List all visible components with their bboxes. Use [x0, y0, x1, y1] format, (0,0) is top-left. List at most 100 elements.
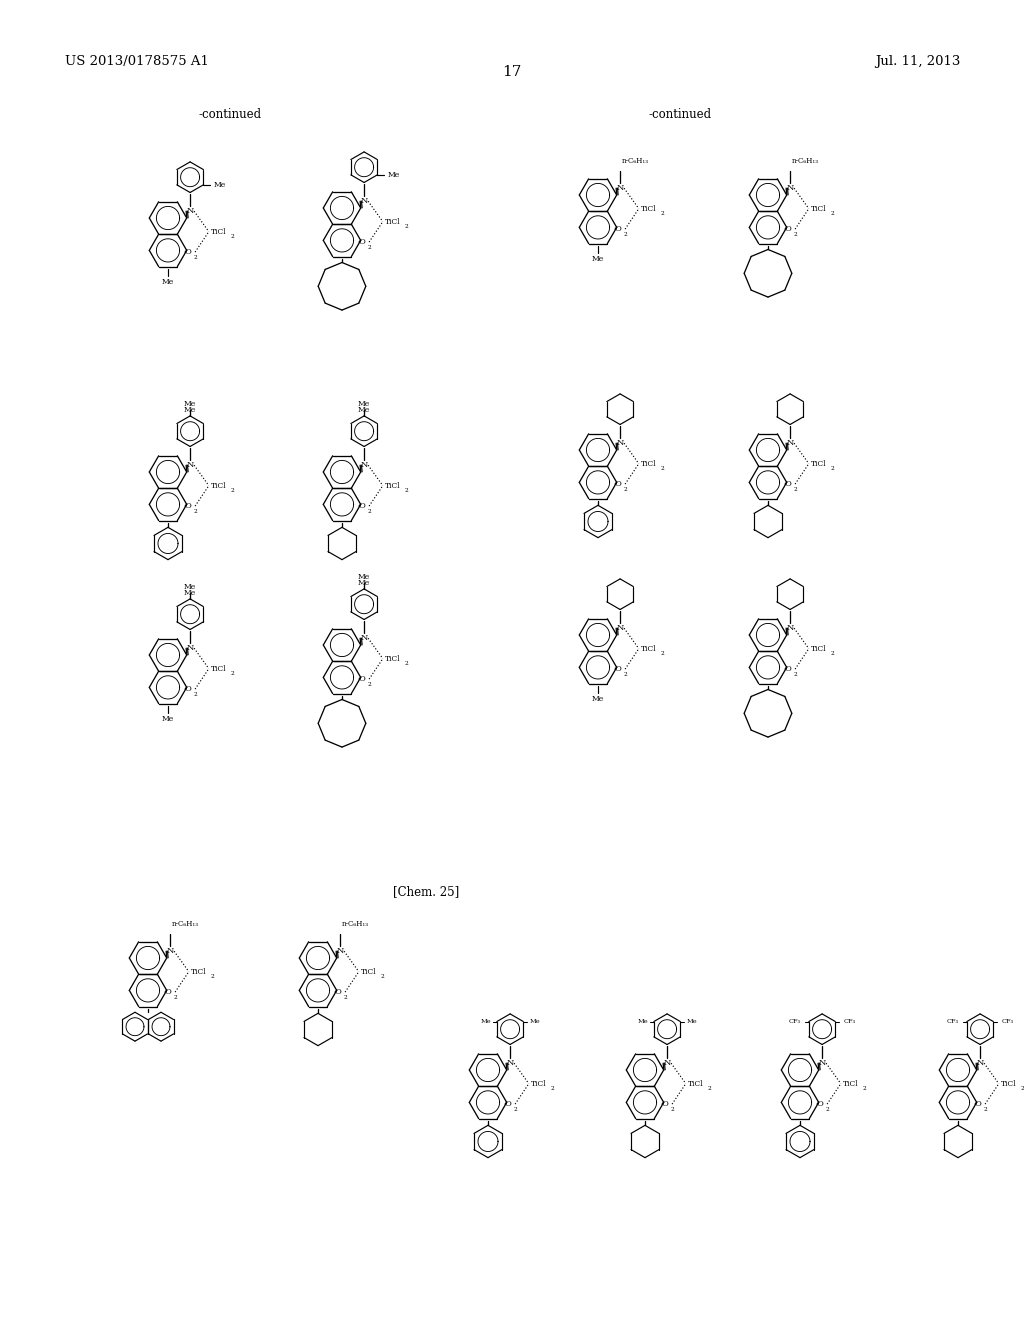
Text: Me: Me [184, 407, 197, 414]
Text: 2: 2 [830, 651, 835, 656]
Text: Me: Me [184, 583, 197, 591]
Text: Me: Me [213, 181, 225, 189]
Text: TiCl: TiCl [211, 227, 226, 236]
Text: O: O [358, 502, 366, 510]
Text: 2: 2 [624, 231, 627, 236]
Text: O: O [184, 685, 191, 693]
Text: Me: Me [358, 407, 371, 414]
Text: N: N [616, 185, 624, 193]
Text: -continued: -continued [199, 108, 261, 121]
Text: TiCl: TiCl [811, 644, 826, 652]
Text: -continued: -continued [648, 108, 712, 121]
Text: N: N [360, 461, 368, 469]
Text: 2: 2 [660, 466, 665, 471]
Text: 2: 2 [211, 974, 215, 979]
Text: N: N [507, 1059, 514, 1067]
Text: 2: 2 [381, 974, 385, 979]
Text: TiCl: TiCl [360, 968, 377, 975]
Text: Jul. 11, 2013: Jul. 11, 2013 [874, 55, 961, 69]
Text: Me: Me [162, 715, 174, 723]
Text: 2: 2 [794, 672, 797, 677]
Text: O: O [975, 1100, 982, 1107]
Text: O: O [505, 1100, 512, 1107]
Text: Me: Me [358, 400, 371, 408]
Text: n-C₆H₁₃: n-C₆H₁₃ [342, 920, 370, 928]
Text: 2: 2 [513, 1106, 517, 1111]
Text: N: N [786, 185, 794, 193]
Text: 2: 2 [660, 211, 665, 216]
Text: 2: 2 [825, 1106, 829, 1111]
Text: Me: Me [358, 579, 371, 587]
Text: TiCl: TiCl [1000, 1080, 1017, 1088]
Text: O: O [817, 1100, 823, 1107]
Text: O: O [784, 226, 792, 234]
Text: Me: Me [480, 1019, 490, 1024]
Text: 2: 2 [404, 661, 409, 667]
Text: TiCl: TiCl [641, 205, 656, 213]
Text: O: O [784, 480, 792, 488]
Text: TiCl: TiCl [688, 1080, 703, 1088]
Text: O: O [184, 502, 191, 510]
Text: 2: 2 [404, 224, 409, 230]
Text: 2: 2 [368, 244, 371, 249]
Text: 2: 2 [794, 487, 797, 491]
Text: N: N [664, 1059, 671, 1067]
Text: Me: Me [686, 1019, 697, 1024]
Text: TiCl: TiCl [211, 482, 226, 490]
Text: 2: 2 [173, 994, 177, 999]
Text: 2: 2 [660, 651, 665, 656]
Text: TiCl: TiCl [811, 205, 826, 213]
Text: N: N [167, 948, 174, 956]
Text: n-C₆H₁₃: n-C₆H₁₃ [172, 920, 200, 928]
Text: N: N [360, 197, 368, 205]
Text: TiCl: TiCl [190, 968, 207, 975]
Text: 2: 2 [194, 508, 197, 513]
Text: 2: 2 [671, 1106, 674, 1111]
Text: N: N [186, 207, 194, 215]
Text: O: O [335, 989, 342, 997]
Text: O: O [358, 675, 366, 682]
Text: 2: 2 [230, 234, 234, 239]
Text: TiCl: TiCl [530, 1080, 547, 1088]
Text: TiCl: TiCl [641, 644, 656, 652]
Text: 2: 2 [708, 1086, 712, 1092]
Text: Me: Me [358, 573, 371, 581]
Text: 2: 2 [624, 672, 627, 677]
Text: TiCl: TiCl [385, 218, 400, 226]
Text: n-C₆H₁₃: n-C₆H₁₃ [623, 157, 649, 165]
Text: N: N [818, 1059, 825, 1067]
Text: N: N [786, 440, 794, 447]
Text: Me: Me [184, 589, 197, 597]
Text: 2: 2 [194, 692, 197, 697]
Text: 2: 2 [368, 508, 371, 513]
Text: 2: 2 [624, 487, 627, 491]
Text: 2: 2 [794, 231, 797, 236]
Text: 2: 2 [830, 211, 835, 216]
Text: O: O [614, 480, 622, 488]
Text: O: O [784, 665, 792, 673]
Text: TiCl: TiCl [385, 655, 400, 663]
Text: TiCl: TiCl [641, 459, 656, 467]
Text: US 2013/0178575 A1: US 2013/0178575 A1 [65, 55, 209, 69]
Text: Me: Me [387, 170, 399, 178]
Text: 2: 2 [830, 466, 835, 471]
Text: TiCl: TiCl [843, 1080, 858, 1088]
Text: 2: 2 [194, 255, 197, 260]
Text: N: N [616, 624, 624, 632]
Text: Me: Me [637, 1019, 648, 1024]
Text: N: N [360, 634, 368, 643]
Text: TiCl: TiCl [211, 665, 226, 673]
Text: 17: 17 [503, 65, 521, 79]
Text: 2: 2 [343, 994, 347, 999]
Text: O: O [662, 1100, 669, 1107]
Text: CF₃: CF₃ [788, 1019, 801, 1024]
Text: 2: 2 [368, 681, 371, 686]
Text: Me: Me [162, 277, 174, 286]
Text: N: N [786, 624, 794, 632]
Text: [Chem. 25]: [Chem. 25] [393, 886, 459, 899]
Text: 2: 2 [983, 1106, 987, 1111]
Text: O: O [165, 989, 172, 997]
Text: 2: 2 [863, 1086, 866, 1092]
Text: O: O [614, 665, 622, 673]
Text: 2: 2 [230, 671, 234, 676]
